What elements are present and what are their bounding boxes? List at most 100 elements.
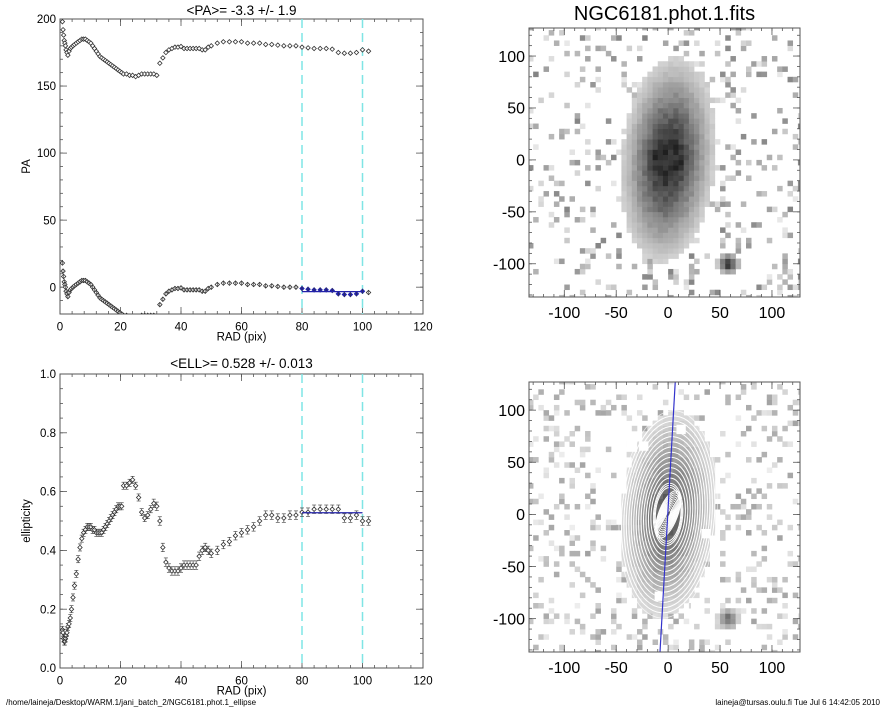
image-pixel: [657, 446, 664, 453]
image-pixel: [746, 597, 752, 604]
image-pixel: [652, 180, 659, 187]
image-pixel: [631, 582, 638, 588]
image-pixel: [725, 263, 731, 270]
image-pixel: [766, 634, 773, 640]
image-pixel: [548, 540, 555, 546]
image-pixel: [647, 196, 653, 202]
image-pixel: [559, 180, 565, 187]
image-pixel: [657, 61, 664, 67]
image-pixel: [756, 71, 762, 78]
image-pixel: [797, 159, 800, 166]
image-pixel: [704, 597, 710, 604]
image-pixel: [590, 545, 596, 552]
image-pixel: [678, 87, 685, 93]
image-pixel: [647, 263, 653, 270]
image-pixel: [553, 462, 560, 468]
image-pixel: [699, 441, 705, 447]
image-pixel: [657, 175, 664, 181]
image-pixel: [792, 144, 799, 150]
image-pixel: [699, 566, 705, 573]
image-pixel: [626, 128, 633, 135]
image-pixel: [699, 139, 705, 145]
image-pixel: [579, 263, 586, 270]
ell-point: [347, 515, 354, 521]
image-pixel: [673, 76, 679, 83]
image-pixel: [621, 154, 627, 161]
image-pixel: [662, 399, 669, 406]
image-pixel: [735, 118, 742, 124]
image-pixel: [636, 102, 643, 109]
image-pixel: [678, 92, 685, 98]
image-pixel: [720, 561, 726, 567]
image-pixel: [529, 618, 534, 625]
image-pixel: [553, 430, 560, 437]
image-pixel: [662, 441, 669, 447]
image-pixel: [626, 201, 633, 207]
image-pixel: [704, 82, 710, 88]
image-pixel: [636, 201, 643, 207]
image-pixel: [704, 149, 710, 156]
image-pixel: [688, 582, 695, 588]
image-pixel: [725, 451, 731, 458]
image-pixel: [626, 550, 633, 557]
image-pixel: [740, 384, 747, 390]
image-pixel: [673, 211, 679, 218]
y-tick-label: -100: [493, 611, 525, 628]
image-pixel: [699, 561, 705, 567]
x-tick-label: 120: [413, 322, 432, 334]
image-pixel: [678, 196, 685, 202]
image-pixel: [668, 56, 674, 62]
image-pixel: [730, 618, 736, 625]
x-tick-label: -50: [605, 305, 628, 322]
image-pixel: [688, 498, 695, 505]
image-pixel: [735, 263, 742, 270]
image-pixel: [657, 97, 664, 104]
image-pixel: [725, 597, 731, 604]
image-pixel: [678, 571, 685, 578]
image-pixel: [647, 535, 653, 541]
image-pixel: [662, 415, 669, 421]
y-tick-label: 0.0: [40, 663, 56, 675]
pa-plus-180-point: [275, 42, 281, 48]
x-tick-label: 120: [413, 676, 432, 688]
image-pixel: [579, 248, 586, 254]
x-tick-label: 50: [711, 305, 729, 322]
image-pixel: [564, 284, 570, 291]
image-pixel: [590, 82, 596, 88]
image-pixel: [647, 123, 653, 130]
image-pixel: [662, 258, 669, 265]
image-pixel: [797, 420, 800, 427]
image-pixel: [704, 144, 710, 150]
image-pixel: [569, 540, 575, 546]
ell-point: [118, 503, 125, 510]
image-pixel: [694, 576, 700, 583]
ell-point: [68, 606, 75, 612]
image-pixel: [704, 123, 710, 130]
image-pixel: [792, 294, 799, 297]
image-pixel: [761, 608, 768, 614]
image-pixel: [585, 446, 591, 453]
image-pixel: [694, 191, 700, 197]
image-pixel: [579, 629, 586, 635]
image-pixel: [683, 97, 690, 104]
image-pixel: [678, 61, 685, 67]
image-pixel: [548, 222, 555, 228]
isophote-contour: [623, 420, 713, 609]
image-pixel: [683, 457, 690, 463]
image-pixel: [699, 175, 705, 181]
image-pixel: [590, 248, 596, 254]
image-pixel: [559, 550, 565, 557]
image-pixel: [559, 644, 565, 651]
image-pixel: [714, 201, 721, 207]
image-pixel: [678, 242, 685, 249]
image-pixel: [652, 76, 659, 83]
image-pixel: [548, 92, 555, 98]
pa-plus-180-point: [65, 52, 71, 58]
image-pixel: [647, 211, 653, 218]
image-pixel: [688, 232, 695, 239]
image-pixel: [792, 420, 799, 427]
image-pixel: [668, 196, 674, 202]
plot-frame: [528, 27, 801, 298]
image-pixel: [694, 503, 700, 510]
image-pixel: [569, 159, 575, 166]
